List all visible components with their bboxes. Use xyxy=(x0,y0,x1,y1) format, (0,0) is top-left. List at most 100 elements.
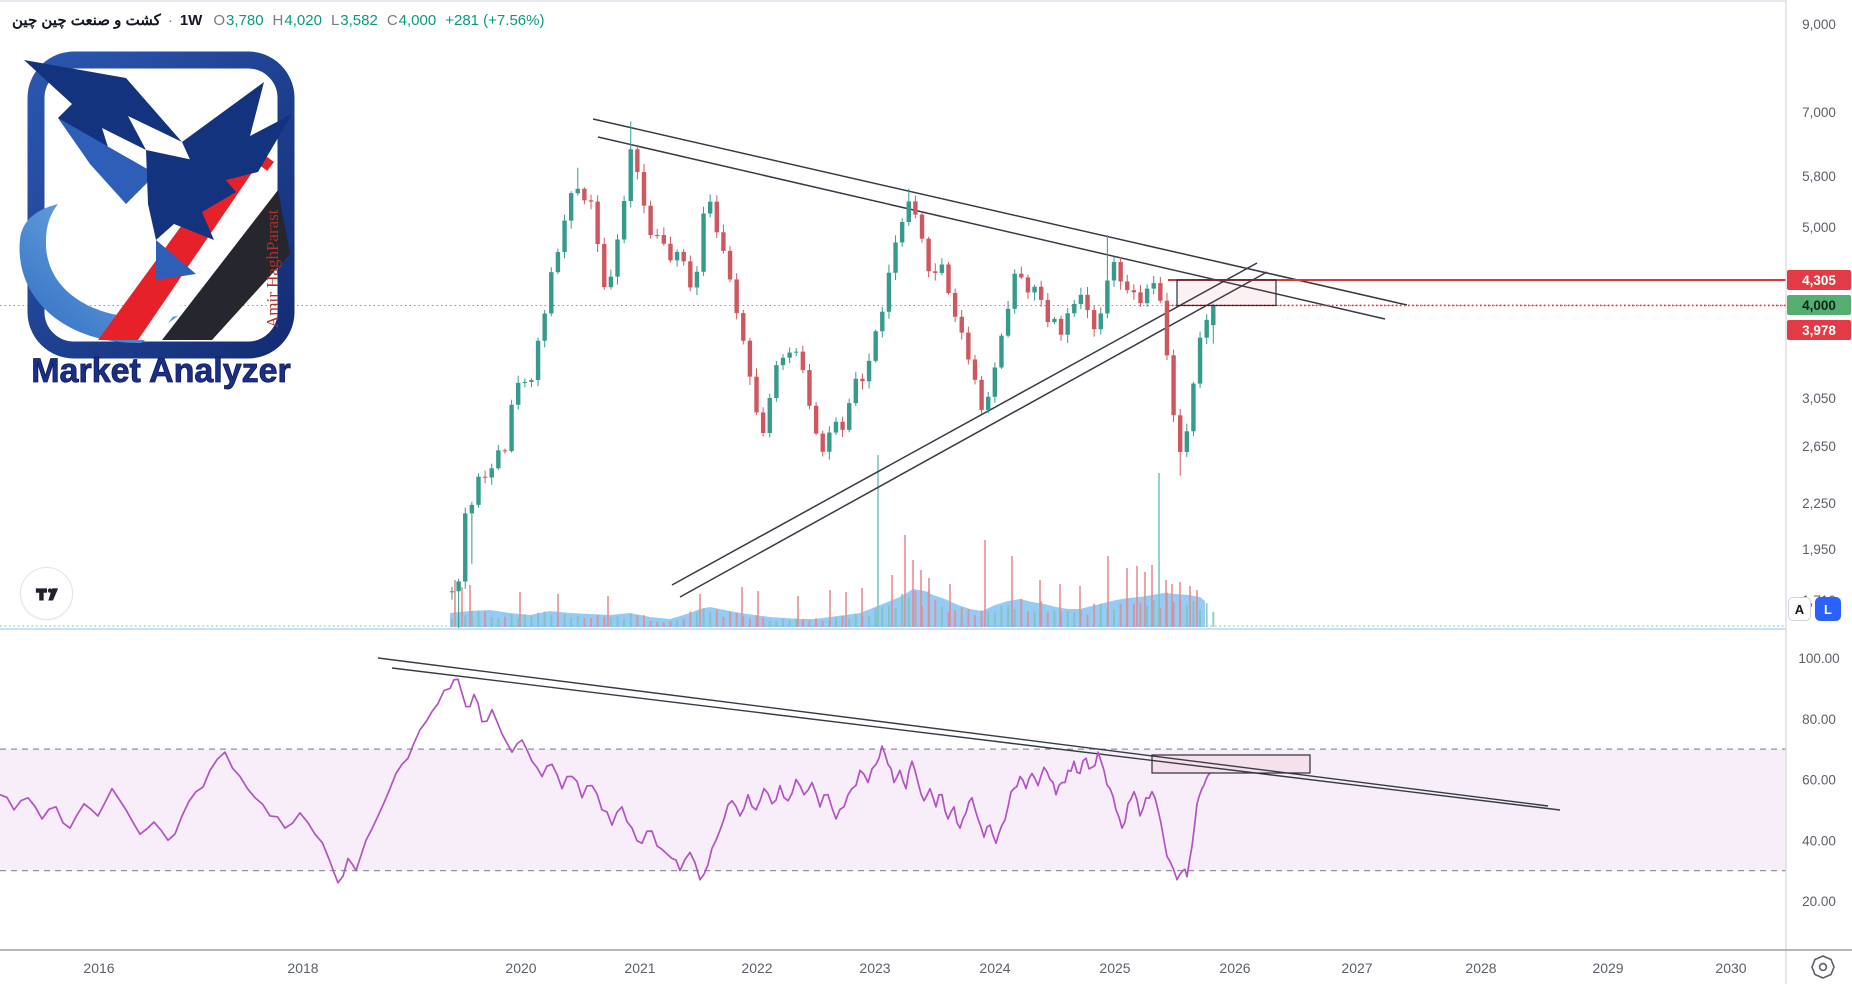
log-scale-button[interactable]: L xyxy=(1815,597,1841,621)
volume-bar xyxy=(921,605,924,627)
time-tick-label[interactable]: 2028 xyxy=(1465,960,1496,976)
candle-body xyxy=(641,172,647,206)
volume-bar xyxy=(470,610,473,627)
volume-bar xyxy=(1073,612,1076,627)
time-tick-label[interactable]: 2018 xyxy=(287,960,318,976)
close-value: 4,000 xyxy=(398,11,437,29)
candle-body xyxy=(456,581,461,592)
volume-spike-bar xyxy=(1158,473,1160,627)
candle-body xyxy=(760,412,766,433)
candle-body xyxy=(476,476,481,505)
volume-bar xyxy=(954,609,957,627)
candle-body xyxy=(913,201,918,215)
candle-body xyxy=(575,188,580,194)
time-tick-label[interactable]: 2016 xyxy=(83,960,114,976)
time-tick-label[interactable]: 2020 xyxy=(505,960,536,976)
trendline-drawing[interactable] xyxy=(679,271,1268,598)
candle-body xyxy=(661,235,667,244)
tradingview-logo-button[interactable] xyxy=(20,567,73,620)
candle-body xyxy=(727,250,733,280)
time-tick-label[interactable]: 2023 xyxy=(859,960,890,976)
volume-spike-bar xyxy=(741,587,743,627)
market-analyzer-logo: Amir HaghParast Market Analyzer xyxy=(6,44,316,401)
time-tick-label[interactable]: 2022 xyxy=(741,960,772,976)
volume-spike-bar xyxy=(1165,580,1167,627)
change-value: +281 (+7.56%) xyxy=(445,11,545,29)
settings-icon[interactable] xyxy=(1808,953,1838,981)
price-scale-background[interactable] xyxy=(1786,0,1852,984)
tradingview-icon xyxy=(35,587,58,600)
candle-body xyxy=(847,403,852,430)
volume-bar xyxy=(1165,592,1168,627)
timeframe-label[interactable]: 1W xyxy=(179,11,203,29)
volume-bar xyxy=(815,618,818,627)
candle-body xyxy=(721,232,726,251)
candle-body xyxy=(668,243,673,261)
symbol-name[interactable]: کشت و صنعت چین چین xyxy=(12,12,161,29)
time-tick-label[interactable]: 2024 xyxy=(979,960,1010,976)
volume-bar xyxy=(1185,604,1188,627)
candle-body xyxy=(655,235,660,237)
candle-body xyxy=(681,251,686,262)
rsi-zone-box[interactable] xyxy=(1151,754,1311,774)
volume-bar xyxy=(649,620,652,627)
candle-body xyxy=(701,213,706,272)
volume-bar xyxy=(510,614,513,627)
volume-spike-bar xyxy=(920,570,922,627)
volume-bar xyxy=(464,615,467,627)
time-tick-label[interactable]: 2026 xyxy=(1219,960,1250,976)
volume-bar xyxy=(477,610,480,627)
price-tick-label: 1,950 xyxy=(1802,542,1836,557)
volume-bar xyxy=(715,610,718,627)
volume-bar xyxy=(1066,610,1069,627)
volume-bar xyxy=(775,621,778,627)
rsi-trendline-drawing[interactable] xyxy=(391,667,1561,811)
candle-body xyxy=(1138,292,1143,304)
volume-bar xyxy=(987,611,990,627)
indicator-tick-label: 100.00 xyxy=(1798,651,1839,666)
candle-body xyxy=(1045,299,1050,323)
time-tick-label[interactable]: 2021 xyxy=(624,960,655,976)
volume-bar xyxy=(451,618,453,627)
candle-body xyxy=(555,252,561,273)
trendline-drawing[interactable] xyxy=(671,262,1258,586)
volume-spike-bar xyxy=(904,535,906,627)
time-tick-label[interactable]: 2029 xyxy=(1592,960,1623,976)
volume-bar xyxy=(821,621,824,627)
time-tick-label[interactable]: 2025 xyxy=(1099,960,1130,976)
volume-bar xyxy=(934,599,937,627)
auto-scale-button[interactable]: A xyxy=(1788,597,1811,621)
candle-body xyxy=(707,201,713,214)
volume-bar xyxy=(801,619,804,627)
candle-body xyxy=(648,205,653,236)
trendline-drawing[interactable] xyxy=(597,136,1386,320)
candle-body xyxy=(1118,261,1123,282)
time-tick-label[interactable]: 2030 xyxy=(1715,960,1746,976)
volume-bar xyxy=(530,616,533,627)
rsi-trendline-drawing[interactable] xyxy=(377,657,1549,807)
open-label: O xyxy=(213,11,225,29)
low-value: 3,582 xyxy=(340,11,378,29)
candle-body xyxy=(549,272,554,314)
time-tick-label[interactable]: 2027 xyxy=(1341,960,1372,976)
logo-black-ribbon xyxy=(162,190,290,340)
candle-body xyxy=(1065,313,1070,335)
candle-body xyxy=(1091,310,1097,330)
volume-bar xyxy=(901,593,904,627)
candle-body xyxy=(482,476,488,478)
logo-author-text: Amir HaghParast xyxy=(263,209,282,328)
candle-body xyxy=(939,264,945,273)
low-label: L xyxy=(330,11,340,29)
rsi-band-fill xyxy=(0,749,1786,871)
volume-spike-bar xyxy=(1011,556,1013,627)
price-zone-box[interactable] xyxy=(1176,279,1277,307)
trendline-drawing[interactable] xyxy=(592,118,1408,306)
volume-bar xyxy=(874,608,877,627)
candle-body xyxy=(568,193,574,221)
candle-body xyxy=(562,220,567,253)
candle-body xyxy=(608,276,614,288)
volume-bar xyxy=(960,607,963,627)
volume-bar xyxy=(755,615,758,627)
volume-bar xyxy=(887,605,890,627)
